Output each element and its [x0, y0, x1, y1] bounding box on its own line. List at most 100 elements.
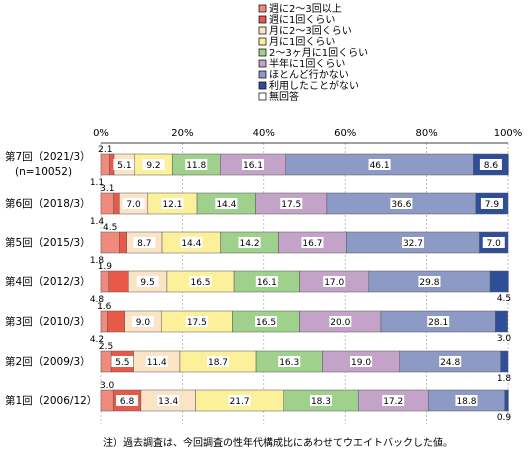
- value-label: 14.4: [216, 200, 236, 210]
- category-label: 第2回（2009/3）: [5, 355, 91, 368]
- legend-label: ほとんど行かない: [269, 68, 349, 81]
- value-label-bg: [136, 276, 159, 287]
- value-label: 16.3: [279, 358, 299, 368]
- bar-segment: [119, 231, 127, 254]
- legend-label: 月に1回くらい: [269, 36, 335, 48]
- value-label: 11.4: [147, 358, 167, 368]
- value-label: 24.8: [440, 358, 460, 368]
- category-label: 第4回（2012/3）: [5, 275, 91, 288]
- value-label: 18.3: [311, 397, 331, 407]
- legend-swatch: [258, 48, 267, 57]
- legend-label: 月に2～3回くらい: [269, 25, 352, 37]
- value-label-bg: [479, 159, 502, 170]
- bar-segment: [504, 389, 509, 412]
- value-label: 16.1: [257, 278, 277, 288]
- value-label: 11.8: [186, 161, 206, 171]
- bar-segment: [107, 310, 125, 333]
- value-label-bg: [278, 356, 301, 367]
- value-label: 18.7: [208, 358, 228, 368]
- value-label: 1.8: [90, 256, 105, 266]
- value-label: 29.8: [419, 278, 439, 288]
- bar-segment: [100, 310, 108, 333]
- x-tick-label: 60%: [334, 128, 356, 139]
- value-label: 17.5: [187, 318, 207, 328]
- bar-segment: [100, 350, 112, 373]
- value-label: 7.9: [485, 200, 500, 210]
- value-label: 28.1: [428, 318, 448, 328]
- x-tick-label: 40%: [253, 128, 275, 139]
- legend-swatch: [258, 15, 267, 24]
- x-tick-label: 0%: [93, 128, 109, 139]
- bar-segment: [495, 310, 508, 333]
- value-label: 8.7: [137, 239, 151, 249]
- value-label: 20.0: [330, 318, 350, 328]
- x-tick-label: 20%: [171, 128, 193, 139]
- value-label-bg: [113, 159, 136, 170]
- value-label-bg: [427, 316, 450, 327]
- legend-label: 半年に1回くらい: [269, 57, 345, 70]
- value-label: 3.1: [100, 184, 114, 194]
- value-label: 4.5: [497, 294, 511, 304]
- bar-segment: [100, 231, 120, 254]
- value-label: 0.9: [497, 413, 512, 423]
- value-label-bg: [189, 276, 212, 287]
- bar-segment: [100, 192, 114, 215]
- category-sublabel: (n=10052): [15, 166, 72, 178]
- bar-segment: [113, 192, 120, 215]
- category-label: 第5回（2015/3）: [5, 236, 91, 249]
- legend: 週に2～3回以上週に1回くらい月に2～3回くらい月に1回くらい2～3ヶ月に1回く…: [258, 3, 368, 103]
- value-label-bg: [455, 395, 478, 406]
- value-label: 6.8: [120, 397, 135, 407]
- value-label-bg: [185, 316, 208, 327]
- category-label: 第7回（2021/3）: [5, 150, 91, 163]
- value-label: 4.8: [90, 295, 105, 305]
- value-label: 9.0: [136, 318, 151, 328]
- x-axis-ticks: 0% 20% 40% 60% 80% 100%: [93, 128, 522, 139]
- bar-segment: [109, 153, 115, 176]
- value-label-bg: [418, 276, 441, 287]
- value-label: 8.6: [484, 161, 499, 171]
- value-label: 1.8: [497, 374, 512, 384]
- value-label-bg: [161, 198, 184, 209]
- value-label-bg: [482, 237, 505, 248]
- value-label: 17.0: [324, 278, 344, 288]
- legend-label: 利用したことがない: [269, 79, 359, 92]
- value-label-bg: [323, 276, 346, 287]
- value-label: 18.8: [456, 397, 476, 407]
- legend-swatch: [258, 26, 267, 35]
- value-label-bg: [382, 395, 405, 406]
- value-label: 19.0: [351, 358, 371, 368]
- value-label: 9.2: [146, 161, 160, 171]
- legend-label: 週に2～3回以上: [269, 3, 342, 15]
- x-tick-label: 80%: [415, 128, 437, 139]
- value-label-bg: [255, 316, 278, 327]
- value-label-bg: [255, 276, 278, 287]
- value-label: 46.1: [370, 161, 390, 171]
- value-label-bg: [238, 237, 261, 248]
- value-label: 4.5: [103, 223, 117, 233]
- value-label-bg: [215, 198, 238, 209]
- legend-label: 週に1回くらい: [269, 14, 335, 26]
- value-label: 2.5: [99, 342, 113, 352]
- chart-note: 注）過去調査は、今回調査の性年代構成比にあわせてウエイトバックした値。: [103, 436, 453, 449]
- value-label-bg: [439, 356, 462, 367]
- bar-segment: [489, 270, 509, 293]
- value-label-bg: [242, 159, 265, 170]
- value-label: 1.6: [97, 302, 112, 312]
- value-label-bg: [280, 198, 303, 209]
- value-label: 7.0: [487, 239, 502, 249]
- value-label: 3.0: [497, 334, 512, 344]
- legend-swatch: [258, 4, 267, 13]
- bar-segment: [100, 389, 114, 412]
- value-label-bg: [309, 395, 332, 406]
- value-label: 14.4: [181, 239, 201, 249]
- value-label: 9.5: [140, 278, 154, 288]
- value-label: 17.2: [383, 397, 403, 407]
- legend-label: 2～3ヶ月に1回くらい: [269, 47, 368, 59]
- value-label: 32.7: [403, 239, 423, 249]
- bar-segment: [100, 270, 109, 293]
- legend-swatch: [258, 81, 267, 90]
- legend-swatch: [258, 59, 267, 68]
- value-label: 17.5: [281, 200, 301, 210]
- legend-label: 無回答: [269, 90, 299, 103]
